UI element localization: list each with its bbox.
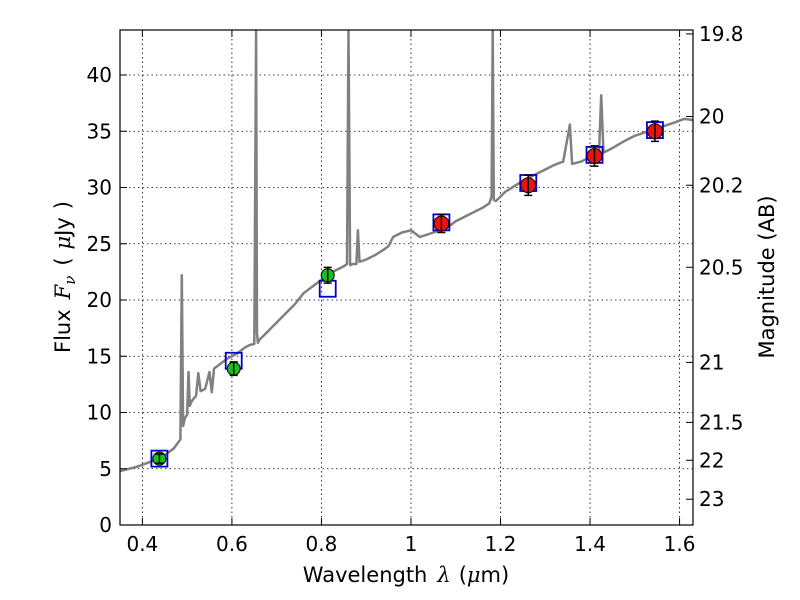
x-axis-label: Wavelength λ (μm) bbox=[303, 563, 509, 587]
y-tick-label: 0 bbox=[99, 513, 112, 537]
y-axis-label-unit-rest: Jy bbox=[51, 217, 75, 238]
y-tick-label: 5 bbox=[99, 457, 112, 481]
x-axis-label-unit-mu: μ bbox=[467, 563, 481, 587]
x-tick-label: 1 bbox=[405, 532, 418, 556]
mag-tick-label: 22 bbox=[699, 448, 724, 472]
x-tick-label: 0.6 bbox=[216, 532, 248, 556]
photometry-series bbox=[150, 120, 664, 468]
mag-tick-label: 19.8 bbox=[699, 22, 744, 46]
y-axis-label: Flux Fν ( μJy) bbox=[51, 201, 79, 353]
y-axis-label-unit-close: ) bbox=[51, 201, 75, 209]
y-tick-label: 20 bbox=[87, 288, 112, 312]
y-axis-label-subscript: ν bbox=[61, 276, 79, 285]
mag-tick-label: 20 bbox=[699, 105, 724, 129]
x-axis-label-unit-open: ( bbox=[459, 563, 467, 587]
x-tick-label: 1.4 bbox=[574, 532, 606, 556]
y-tick-label: 15 bbox=[87, 344, 112, 368]
plot-frame bbox=[119, 29, 694, 526]
right-axis-label: Magnitude (AB) bbox=[755, 195, 779, 358]
x-axis-label-symbol: λ bbox=[436, 563, 450, 587]
y-tick-label: 40 bbox=[87, 63, 112, 87]
model-flux-square bbox=[150, 449, 169, 468]
mag-tick-label: 20.5 bbox=[699, 255, 744, 279]
mag-tick-label: 23 bbox=[699, 487, 724, 511]
axis-ticks: 0.4 0.6 0.8 1 1.2 1.4 1.6 0 5 10 15 20 25 30 35 40 19.8 2… bbox=[87, 22, 744, 556]
x-axis-label-prefix: Wavelength bbox=[303, 563, 428, 587]
y-axis-label-prefix: Flux bbox=[51, 309, 75, 353]
x-tick-label: 1.6 bbox=[664, 532, 696, 556]
spectrum-series bbox=[120, 30, 693, 473]
x-axis-label-unit-rest: m) bbox=[481, 563, 510, 587]
y-tick-label: 10 bbox=[87, 401, 112, 425]
y-tick-label: 25 bbox=[87, 232, 112, 256]
grid bbox=[120, 30, 693, 526]
mag-tick-label: 20.2 bbox=[699, 173, 744, 197]
x-tick-label: 0.8 bbox=[306, 532, 338, 556]
y-axis-label-symbol: F bbox=[51, 283, 75, 300]
mag-tick-label: 21.5 bbox=[699, 410, 744, 434]
y-tick-label: 35 bbox=[87, 119, 112, 143]
mag-tick-label: 21 bbox=[699, 350, 724, 374]
y-axis-label-unit-open: ( bbox=[51, 257, 75, 265]
spectrum-line bbox=[120, 30, 693, 473]
y-axis-label-unit-mu: μ bbox=[51, 236, 75, 250]
y-tick-label: 30 bbox=[87, 176, 112, 200]
x-tick-label: 0.4 bbox=[126, 532, 158, 556]
x-tick-label: 1.2 bbox=[485, 532, 517, 556]
